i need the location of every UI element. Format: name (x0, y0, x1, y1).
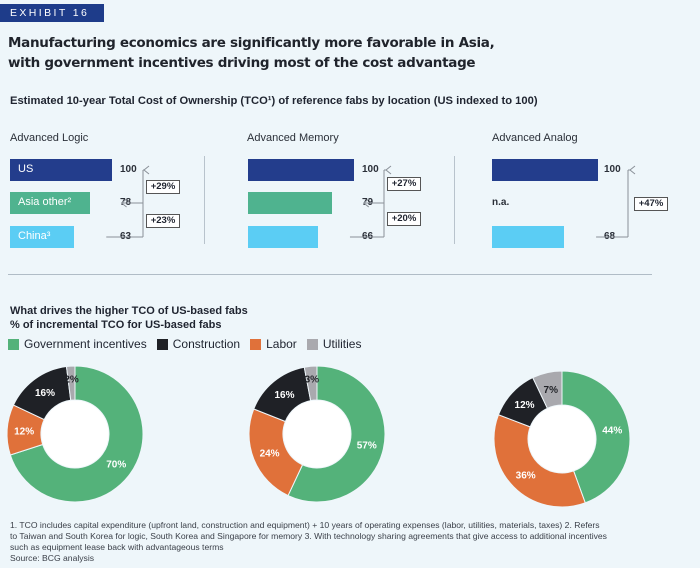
bar-analog-us (492, 159, 598, 181)
panel-divider-1 (204, 156, 205, 244)
drivers-subtitle-line: % of incremental TCO for US-based fabs (10, 319, 222, 331)
donut-2-hole (283, 400, 351, 468)
donut-3-hole (528, 405, 596, 473)
legend-labor: Labor (250, 337, 297, 351)
value-analog-asia-other-na: n.a. (492, 197, 510, 208)
legend-label-construction: Construction (172, 337, 241, 351)
legend-label-government-incentives: Government incentives (24, 337, 147, 351)
donut-3-segment-labor (493, 414, 586, 508)
panel-title-analog: Advanced Analog (492, 132, 578, 144)
donut-1-label-labor: 12% (14, 426, 34, 437)
donut-2-label-government: 57% (357, 441, 377, 452)
donut-3-segment-government (561, 370, 631, 504)
bar-analog-china (492, 226, 565, 248)
donut-2-segment-government (287, 365, 386, 503)
donut-3-label-government: 44% (602, 426, 622, 437)
delta-analog-us-vs-china: +47% (634, 197, 668, 211)
panel-title-logic: Advanced Logic (10, 132, 89, 144)
delta-logic-us-vs-china: +23% (146, 214, 180, 228)
value-memory-us: 100 (362, 164, 379, 175)
donut-1-segment-utilities (65, 365, 76, 401)
legend-swatch-government-incentives (8, 338, 19, 350)
bar-memory-us (248, 159, 354, 181)
delta-memory-us-vs-china: +20% (387, 212, 421, 226)
exhibit-tag: EXHIBIT 16 (0, 4, 104, 22)
donut-3-label-construction: 12% (515, 400, 535, 411)
footnote-line-3: such as equipment lease back with advant… (10, 542, 224, 552)
footnote-line-2: to Taiwan and South Korea for logic, Sou… (10, 531, 607, 541)
bar-label-logic-asia-other: Asia other² (18, 196, 72, 208)
drivers-title-line: What drives the higher TCO of US-based f… (10, 305, 248, 317)
donut-1-label-utilities: 2% (64, 375, 79, 386)
legend-utilities: Utilities (306, 337, 362, 351)
title-line-1: Manufacturing economics are significantl… (8, 35, 495, 51)
chart-subtitle: Estimated 10-year Total Cost of Ownershi… (10, 95, 538, 107)
donut-legend: Government incentives Construction Labor… (8, 337, 361, 351)
donut-1-segment-government (9, 365, 144, 503)
donut-1-label-construction: 16% (35, 388, 55, 399)
legend-swatch-utilities (306, 338, 318, 350)
donut-3-label-labor: 36% (516, 470, 536, 481)
donut-1-hole (41, 400, 109, 468)
donut-2-segment-utilities (303, 365, 318, 402)
bar-logic-asia-other: Asia other² (10, 192, 90, 214)
bar-label-logic-us: US (18, 163, 34, 175)
donut-2-label-labor: 24% (260, 448, 280, 459)
donut-2-label-construction: 16% (274, 390, 294, 401)
page-title: Manufacturing economics are significantl… (8, 33, 668, 73)
bar-memory-china (248, 226, 318, 248)
donut-1-label-government: 70% (106, 459, 126, 470)
panel-divider-2 (454, 156, 455, 244)
bar-logic-china: China³ (10, 226, 75, 248)
footnote-line-1: 1. TCO includes capital expenditure (upf… (10, 520, 600, 530)
footnote-source: Source: BCG analysis (10, 553, 95, 563)
drivers-title: What drives the higher TCO of US-based f… (10, 304, 248, 332)
bar-memory-asia-other (248, 192, 332, 214)
panel-title-memory: Advanced Memory (247, 132, 339, 144)
bar-logic-us: US (10, 159, 112, 181)
section-divider (8, 274, 652, 275)
legend-swatch-labor (250, 338, 262, 350)
legend-construction: Construction (156, 337, 241, 351)
footnotes: 1. TCO includes capital expenditure (upf… (10, 520, 690, 564)
value-logic-us: 100 (120, 164, 137, 175)
donut-3-segment-utilities (532, 370, 563, 409)
title-line-2: with government incentives driving most … (8, 55, 476, 71)
legend-label-utilities: Utilities (322, 337, 362, 351)
legend-label-labor: Labor (266, 337, 297, 351)
donut-3-label-utilities: 7% (544, 385, 559, 396)
delta-memory-us-vs-asia: +27% (387, 177, 421, 191)
delta-logic-us-vs-asia: +29% (146, 180, 180, 194)
arrow-head (629, 165, 636, 175)
legend-government-incentives: Government incentives (8, 337, 147, 351)
arrow-head (120, 198, 127, 208)
bar-label-logic-china: China³ (18, 230, 51, 242)
legend-swatch-construction (156, 338, 168, 350)
arrow-head (362, 198, 370, 208)
donut-2-label-utilities: 3% (305, 375, 320, 386)
arrow-head (385, 165, 392, 175)
arrow-head (143, 165, 150, 175)
value-analog-us: 100 (604, 164, 621, 175)
